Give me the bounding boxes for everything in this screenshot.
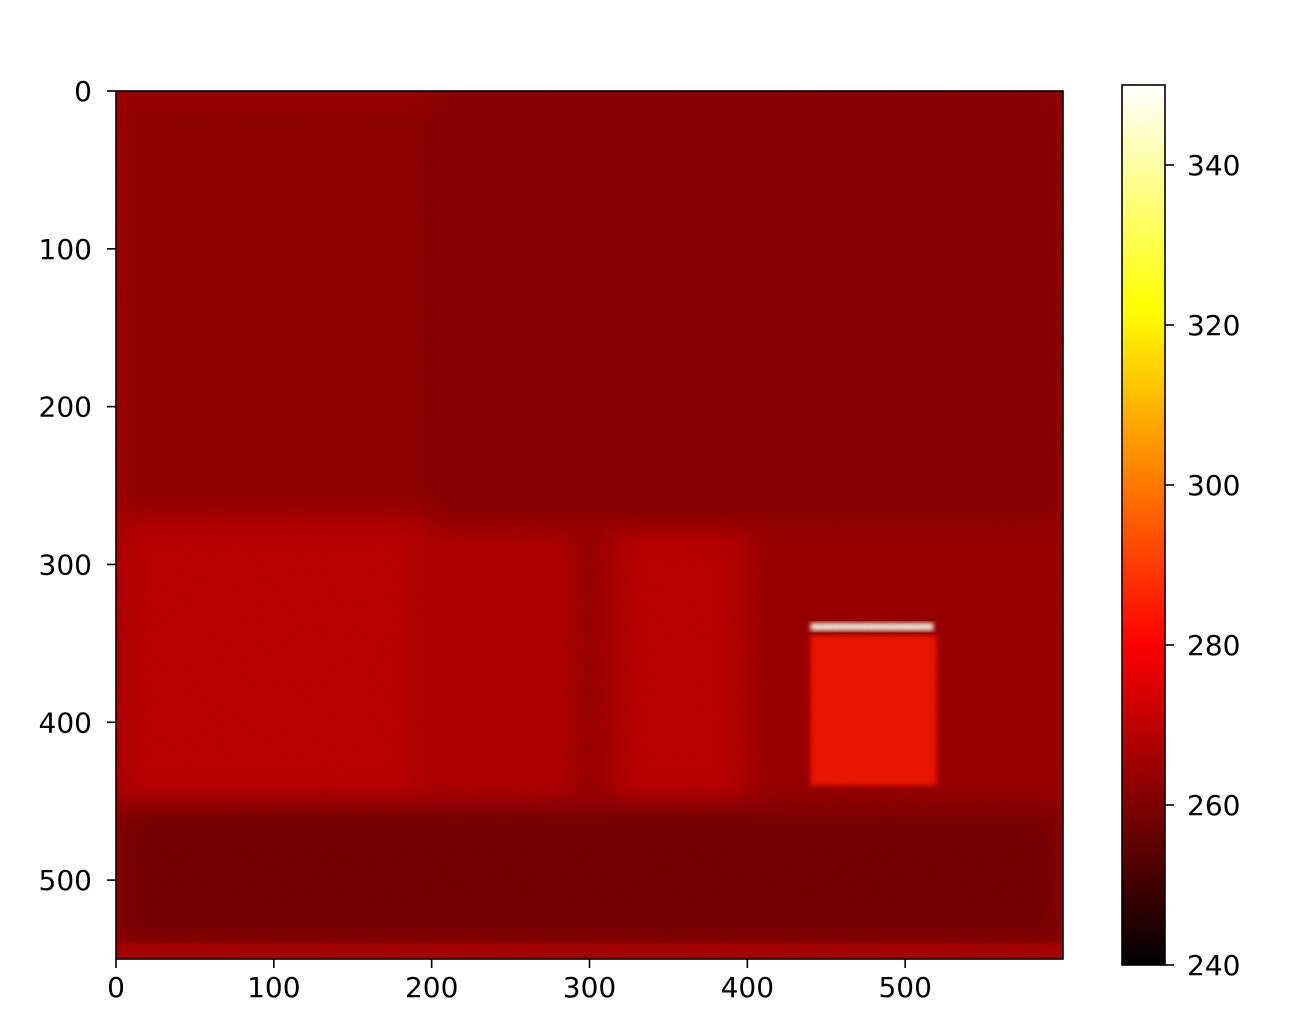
- x-tick-label: 100: [247, 971, 300, 1004]
- colorbar: [1121, 84, 1166, 966]
- x-tick-label: 300: [563, 971, 616, 1004]
- x-tick-label: 200: [405, 971, 458, 1004]
- y-tick-label: 100: [39, 233, 92, 266]
- x-tick-label: 400: [721, 971, 774, 1004]
- y-axis: 0 100 200 300 400 500: [39, 75, 116, 897]
- y-tick-label: 500: [39, 864, 92, 897]
- colorbar-tick-label: 240: [1187, 949, 1240, 982]
- heatmap-image: [116, 91, 1063, 959]
- colorbar-tick-label: 280: [1187, 629, 1240, 662]
- y-tick-label: 400: [39, 706, 92, 739]
- colorbar-axis: 240 260 280 300 320 340: [1165, 149, 1240, 982]
- x-tick-label: 0: [107, 971, 125, 1004]
- x-tick-label: 500: [878, 971, 931, 1004]
- colorbar-tick-label: 300: [1187, 469, 1240, 502]
- y-tick-label: 300: [39, 548, 92, 581]
- x-axis: 0 100 200 300 400 500: [107, 959, 932, 1004]
- colorbar-tick-label: 260: [1187, 789, 1240, 822]
- heatmap-noise: [116, 91, 1063, 959]
- y-tick-label: 200: [39, 391, 92, 424]
- colorbar-tick-label: 340: [1187, 149, 1240, 182]
- colorbar-tick-label: 320: [1187, 309, 1240, 342]
- y-tick-label: 0: [74, 75, 92, 108]
